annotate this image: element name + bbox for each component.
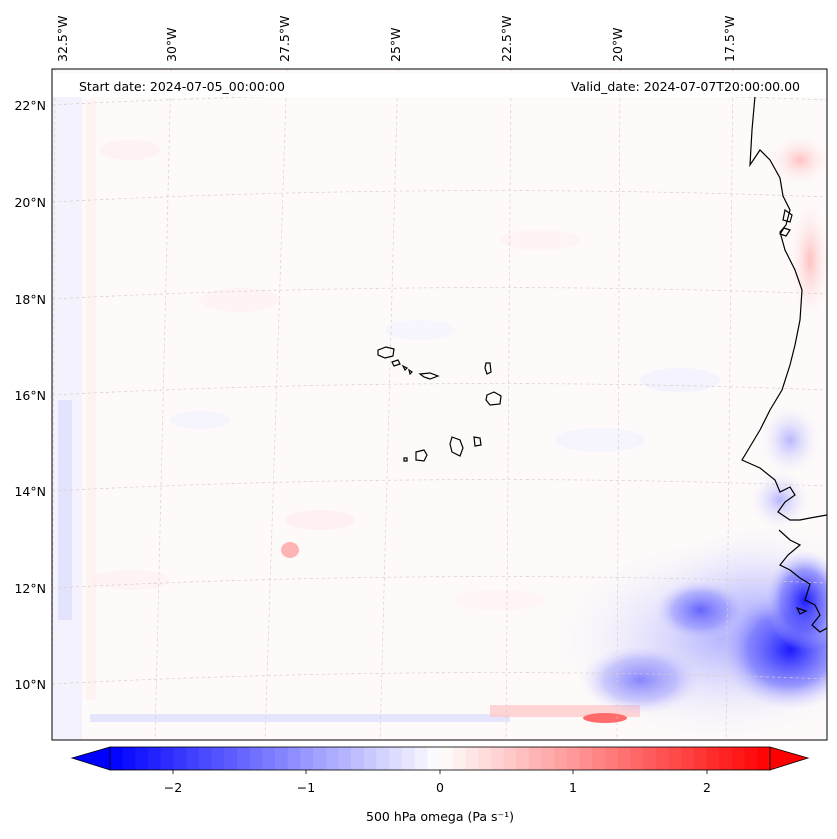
lat-label-12n: 12°N [14, 581, 46, 596]
lon-label-22-5w: 22.5°W [499, 16, 514, 62]
colorbar-step [744, 747, 758, 770]
colorbar-step [376, 747, 390, 770]
valid-date-label: Valid_date: 2024-07-07T20:00:00.00 [571, 79, 800, 94]
colorbar-step [173, 747, 187, 770]
colorbar-tick-0: 0 [436, 780, 444, 795]
lat-label-18n: 18°N [14, 292, 46, 307]
colorbar-steps [110, 747, 771, 770]
colorbar-step [693, 747, 708, 770]
lon-label-20w: 20°W [610, 27, 625, 62]
lat-label-14n: 14°N [14, 484, 46, 499]
colorbar-tick-neg1: −1 [297, 780, 315, 795]
colorbar-step [757, 747, 771, 770]
lon-label-27-5w: 27.5°W [277, 16, 292, 62]
colorbar-step [630, 747, 644, 770]
cape-verde-islands [377, 346, 502, 462]
lon-label-32-5w: 32.5°W [55, 16, 70, 62]
colorbar-step [287, 747, 301, 770]
colorbar-step [363, 747, 378, 770]
colorbar-step [110, 747, 124, 770]
colorbar-step [605, 747, 619, 770]
colorbar-step [643, 747, 657, 770]
colorbar-step [211, 747, 225, 770]
colorbar-step [249, 747, 263, 770]
lat-label-22n: 22°N [14, 98, 46, 113]
colorbar-step [389, 747, 403, 770]
colorbar-step [338, 747, 352, 770]
lon-label-25w: 25°W [388, 27, 403, 62]
colorbar-step [503, 747, 517, 770]
colorbar-step [122, 747, 136, 770]
colorbar-step [186, 747, 200, 770]
colorbar-step [579, 747, 593, 770]
colorbar-step [554, 747, 568, 770]
colorbar-step [236, 747, 251, 770]
colorbar-step [300, 747, 314, 770]
colorbar-step [401, 747, 416, 770]
latitude-labels: 22°N 20°N 18°N 16°N 14°N 12°N 10°N [14, 98, 46, 692]
colorbar-step [440, 747, 454, 770]
colorbar-step [731, 747, 746, 770]
lat-label-16n: 16°N [14, 388, 46, 403]
colorbar-step [351, 747, 365, 770]
colorbar-step [655, 747, 669, 770]
colorbar-step [198, 747, 213, 770]
colorbar-step [224, 747, 238, 770]
colorbar-step [148, 747, 162, 770]
colorbar-step [617, 747, 631, 770]
colorbar-step [160, 747, 174, 770]
colorbar: −2 −1 0 1 2 500 hPa omega (Pa s⁻¹) [70, 746, 810, 824]
colorbar-extend-low [70, 746, 111, 771]
colorbar-label: 500 hPa omega (Pa s⁻¹) [366, 809, 514, 824]
colorbar-step [135, 747, 149, 770]
colorbar-step [706, 747, 720, 770]
lat-label-10n: 10°N [14, 677, 46, 692]
lon-label-17-5w: 17.5°W [722, 16, 737, 62]
colorbar-step [414, 747, 428, 770]
map-frame [51, 68, 828, 741]
colorbar-step [516, 747, 530, 770]
lat-label-20n: 20°N [14, 195, 46, 210]
omega-field [52, 80, 827, 740]
colorbar-tick-2: 2 [703, 780, 711, 795]
colorbar-step [541, 747, 555, 770]
colorbar-step [478, 747, 492, 770]
colorbar-step [490, 747, 504, 770]
colorbar-tick-neg2: −2 [164, 780, 182, 795]
start-date-label: Start date: 2024-07-05_00:00:00 [79, 79, 285, 94]
colorbar-step [313, 747, 327, 770]
colorbar-step [452, 747, 466, 770]
colorbar-step [681, 747, 695, 770]
colorbar-step [566, 747, 581, 770]
colorbar-step [528, 747, 543, 770]
colorbar-step [719, 747, 733, 770]
colorbar-step [427, 747, 441, 770]
colorbar-step [592, 747, 606, 770]
coastline [741, 95, 827, 633]
colorbar-step [275, 747, 289, 770]
colorbar-step [668, 747, 682, 770]
graticule [52, 69, 827, 740]
longitude-labels: 32.5°W 30°W 27.5°W 25°W 22.5°W 20°W 17.5… [55, 16, 737, 62]
colorbar-step [325, 747, 339, 770]
colorbar-step [465, 747, 479, 770]
colorbar-extend-high [769, 746, 810, 771]
header-box [53, 73, 826, 97]
colorbar-tick-1: 1 [569, 780, 577, 795]
lon-label-30w: 30°W [164, 27, 179, 62]
colorbar-step [262, 747, 276, 770]
